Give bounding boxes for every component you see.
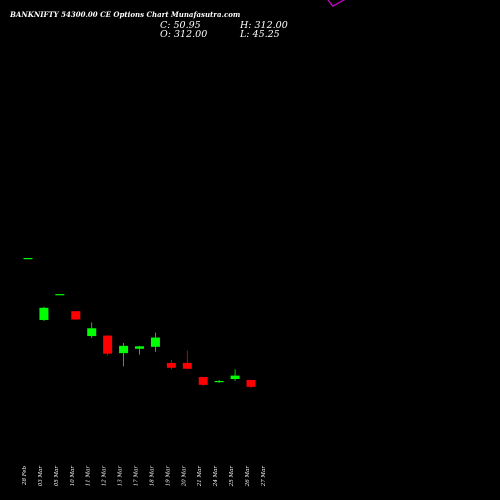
x-tick-label: 19 Mar <box>165 466 171 487</box>
x-tick-label: 10 Mar <box>70 466 76 487</box>
x-tick-label: 26 Mar <box>245 466 251 488</box>
x-tick-label: 03 Mar <box>38 466 44 487</box>
x-tick-label: 13 Mar <box>118 466 124 487</box>
x-tick-label: 18 Mar <box>149 466 155 487</box>
x-tick-label: 28 Feb <box>22 466 28 487</box>
x-tick-label: 12 Mar <box>102 466 108 487</box>
candle-body <box>55 294 65 296</box>
candle-body <box>230 375 240 380</box>
candle-body <box>246 380 256 387</box>
x-tick-label: 27 Mar <box>261 466 267 488</box>
candle-body <box>150 337 160 347</box>
candle-body <box>214 380 224 383</box>
high-value: H: 312.00 <box>240 20 288 31</box>
candle-body <box>135 346 145 349</box>
indicator-line-2 <box>327 0 346 8</box>
chart-title: BANKNIFTY 54300.00 CE Options Chart Muna… <box>10 10 241 19</box>
candle-body <box>119 345 129 354</box>
x-tick-label: 05 Mar <box>54 466 60 487</box>
candle-body <box>166 362 176 368</box>
x-tick-label: 21 Mar <box>197 466 203 488</box>
candle-body <box>103 335 113 354</box>
x-tick-label: 24 Mar <box>213 466 219 488</box>
candle-body <box>182 362 192 369</box>
x-tick-label: 11 Mar <box>86 466 92 487</box>
candle-body <box>198 377 208 385</box>
x-tick-label: 20 Mar <box>181 466 187 488</box>
x-tick-label: 25 Mar <box>229 466 235 488</box>
candle-body <box>39 307 49 320</box>
x-tick-label: 17 Mar <box>134 466 140 487</box>
candle-body <box>87 328 97 337</box>
candle-body <box>23 258 33 260</box>
candle-body <box>71 311 81 320</box>
close-value: C: 50.95 <box>160 20 201 31</box>
low-value: L: 45.25 <box>240 29 280 40</box>
open-value: O: 312.00 <box>160 29 208 40</box>
